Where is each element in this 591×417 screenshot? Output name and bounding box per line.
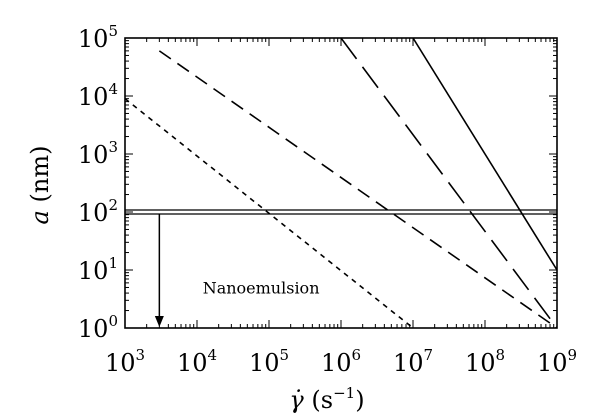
y-tick-base: 10 xyxy=(78,199,109,227)
x-tick-exponent: 6 xyxy=(352,346,362,364)
ticks-layer xyxy=(124,37,558,329)
y-tick-label-1e4: 104 xyxy=(78,80,118,111)
x-tick-base: 10 xyxy=(177,349,208,377)
x-tick-label-1e9: 109 xyxy=(537,346,577,377)
series-layer xyxy=(125,38,557,328)
y-tick-exponent: 2 xyxy=(108,196,118,214)
x-tick-exponent: 5 xyxy=(280,346,290,364)
y-tick-base: 10 xyxy=(78,83,109,111)
y-tick-exponent: 0 xyxy=(108,312,118,330)
x-tick-base: 10 xyxy=(537,349,568,377)
y-tick-exponent: 5 xyxy=(108,22,118,40)
x-axis-unit-close: ) xyxy=(355,386,364,414)
y-axis-symbol: a xyxy=(26,210,54,224)
x-tick-exponent: 9 xyxy=(568,346,578,364)
annotation-layer: Nanoemulsion xyxy=(154,214,320,327)
x-tick-label-1e7: 107 xyxy=(393,346,433,377)
y-tick-label-1e2: 102 xyxy=(78,196,118,227)
plot-frame xyxy=(124,37,558,329)
threshold-layer xyxy=(125,209,557,215)
y-tick-base: 10 xyxy=(78,141,109,169)
x-tick-label-1e8: 108 xyxy=(465,346,505,377)
x-tick-label-1e4: 104 xyxy=(177,346,217,377)
annotation-arrow-head xyxy=(154,316,164,327)
x-tick-base: 10 xyxy=(393,349,424,377)
x-tick-labels: 103 104 105 106 107 108 109 xyxy=(105,346,577,377)
series-line-4-short-dash xyxy=(125,98,414,328)
x-tick-base: 10 xyxy=(465,349,496,377)
annotation-nanoemulsion: Nanoemulsion xyxy=(203,278,320,297)
x-tick-label-1e6: 106 xyxy=(321,346,361,377)
y-axis-label: a (nm) xyxy=(26,146,54,225)
x-axis-unit-exp: −1 xyxy=(333,384,355,402)
y-tick-label-1e3: 103 xyxy=(78,138,118,169)
y-tick-label-1e5: 105 xyxy=(78,22,118,53)
x-tick-label-1e5: 105 xyxy=(249,346,289,377)
x-axis-symbol: γ̇ xyxy=(289,386,304,414)
x-tick-label-1e3: 103 xyxy=(105,346,145,377)
y-tick-exponent: 3 xyxy=(108,138,118,156)
x-axis-label: γ̇ (s−1) xyxy=(289,384,364,414)
y-tick-base: 10 xyxy=(78,257,109,285)
y-tick-base: 10 xyxy=(78,315,109,343)
y-axis-unit: (nm) xyxy=(26,146,54,211)
y-tick-base: 10 xyxy=(78,25,109,53)
x-tick-base: 10 xyxy=(105,349,136,377)
x-tick-base: 10 xyxy=(249,349,280,377)
x-tick-exponent: 7 xyxy=(424,346,434,364)
series-line-3-medium-dash xyxy=(158,50,557,328)
y-tick-exponent: 1 xyxy=(108,254,118,272)
y-tick-label-1e0: 100 xyxy=(78,312,118,343)
series-line-2-long-dash xyxy=(340,38,557,328)
y-tick-label-1e1: 101 xyxy=(78,254,118,285)
series-line-1-solid xyxy=(412,38,557,271)
x-tick-exponent: 4 xyxy=(208,346,218,364)
x-tick-base: 10 xyxy=(321,349,352,377)
x-axis-unit-open: (s xyxy=(304,386,333,414)
y-tick-exponent: 4 xyxy=(108,80,118,98)
x-tick-exponent: 8 xyxy=(496,346,506,364)
x-tick-exponent: 3 xyxy=(136,346,146,364)
